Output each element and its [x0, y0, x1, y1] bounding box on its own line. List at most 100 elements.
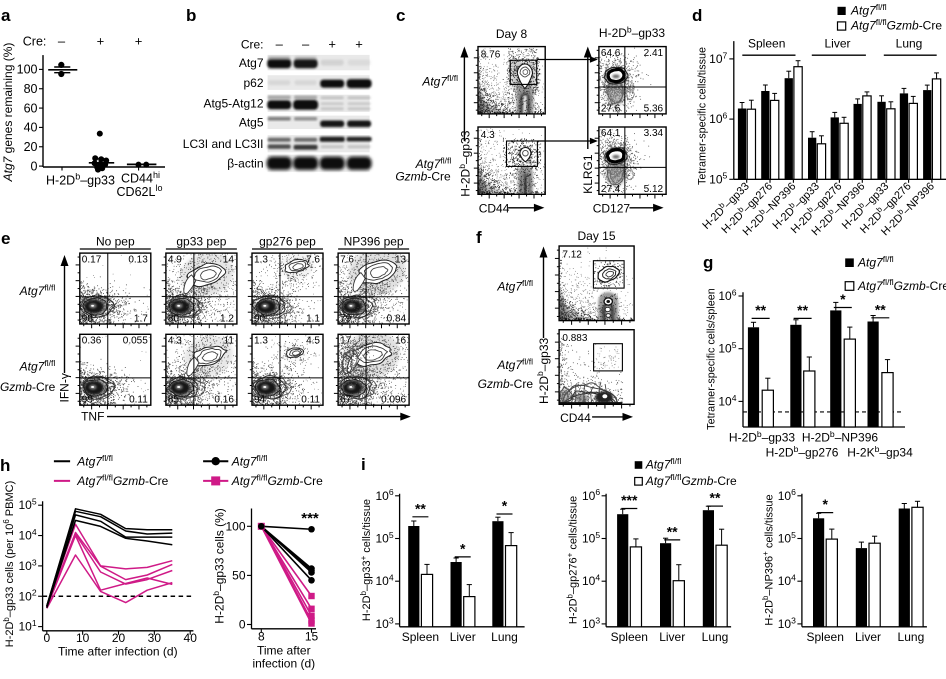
- svg-text:**: **: [875, 301, 886, 317]
- svg-text:Atg7fl/flGzmb-Cre: Atg7fl/flGzmb-Cre: [231, 473, 323, 489]
- svg-text:**: **: [710, 490, 721, 506]
- svg-text:100: 100: [225, 519, 245, 533]
- svg-text:27.6: 27.6: [601, 103, 621, 114]
- svg-text:105: 105: [18, 497, 36, 513]
- svg-text:Liver: Liver: [450, 630, 476, 644]
- svg-text:67: 67: [340, 395, 352, 406]
- svg-text:H-2Db–gp33: H-2Db–gp33: [599, 24, 665, 40]
- svg-text:Day 8: Day 8: [496, 27, 528, 41]
- svg-text:Time after: Time after: [257, 644, 311, 658]
- svg-text:*: *: [840, 291, 846, 307]
- svg-text:Atg7fl/flGzmb-Cre: Atg7fl/flGzmb-Cre: [645, 472, 737, 488]
- svg-text:80: 80: [24, 82, 38, 96]
- svg-text:1.3: 1.3: [254, 254, 268, 265]
- svg-text:105: 105: [718, 340, 736, 356]
- svg-text:+: +: [328, 37, 336, 52]
- svg-text:infection (d): infection (d): [252, 657, 315, 671]
- svg-text:1.7: 1.7: [134, 314, 148, 325]
- svg-text:Atg7: Atg7: [239, 56, 264, 70]
- svg-text:17: 17: [340, 336, 352, 347]
- svg-text:106: 106: [375, 487, 393, 503]
- svg-text:Spleen: Spleen: [807, 630, 844, 644]
- svg-text:0.16: 0.16: [214, 395, 234, 406]
- svg-text:**: **: [415, 500, 426, 516]
- svg-text:CD44: CD44: [560, 411, 591, 425]
- svg-text:**: **: [797, 302, 808, 318]
- svg-text:p62: p62: [243, 76, 263, 90]
- svg-text:Liver: Liver: [855, 630, 881, 644]
- svg-text:Atg7fl/fl: Atg7fl/fl: [496, 278, 533, 294]
- svg-text:–: –: [302, 37, 310, 52]
- svg-text:103: 103: [375, 615, 393, 631]
- svg-text:106: 106: [778, 487, 796, 503]
- svg-text:d: d: [692, 6, 702, 25]
- svg-text:101: 101: [18, 618, 36, 634]
- svg-text:Atg7fl/fl: Atg7fl/fl: [850, 2, 887, 18]
- svg-text:Liver: Liver: [824, 36, 850, 50]
- svg-text:i: i: [361, 455, 366, 474]
- svg-text:99: 99: [82, 395, 94, 406]
- svg-text:Lung: Lung: [491, 630, 518, 644]
- svg-text:CD44: CD44: [479, 202, 510, 216]
- svg-text:15: 15: [305, 630, 319, 644]
- svg-text:H-2Db–gp33: H-2Db–gp33: [457, 130, 473, 196]
- svg-text:7.6: 7.6: [340, 254, 354, 265]
- svg-text:Spleen: Spleen: [748, 36, 785, 50]
- svg-text:H-2Db–NP396: H-2Db–NP396: [802, 429, 878, 445]
- svg-text:105: 105: [778, 530, 796, 546]
- svg-text:13: 13: [395, 254, 407, 265]
- svg-text:***: ***: [301, 510, 319, 527]
- svg-text:0: 0: [31, 159, 38, 173]
- svg-text:107: 107: [709, 50, 727, 66]
- svg-text:16: 16: [395, 336, 407, 347]
- svg-text:3.34: 3.34: [644, 128, 664, 139]
- svg-text:H-2Kb–gp34: H-2Kb–gp34: [847, 444, 913, 460]
- svg-text:+: +: [135, 34, 143, 49]
- svg-text:Atg7fl/flGzmb-Cre: Atg7fl/flGzmb-Cre: [850, 17, 942, 33]
- svg-text:Atg5: Atg5: [239, 116, 264, 130]
- svg-text:*: *: [502, 498, 508, 514]
- svg-text:64.1: 64.1: [601, 128, 621, 139]
- svg-text:103: 103: [778, 615, 796, 631]
- svg-text:79: 79: [340, 314, 352, 325]
- svg-text:Liver: Liver: [659, 630, 685, 644]
- svg-text:14: 14: [223, 254, 235, 265]
- svg-text:Cre:: Cre:: [241, 38, 264, 52]
- svg-text:H-2Db–gp276+ cells/tissue: H-2Db–gp276+ cells/tissue: [565, 496, 579, 624]
- svg-text:No pep: No pep: [96, 235, 135, 249]
- svg-text:0.17: 0.17: [82, 254, 102, 265]
- svg-text:Time after infection (d): Time after infection (d): [58, 645, 178, 659]
- svg-text:103: 103: [18, 557, 36, 573]
- svg-text:Atg7fl/fl: Atg7fl/fl: [496, 357, 533, 373]
- svg-text:Lung: Lung: [898, 630, 925, 644]
- svg-text:2.41: 2.41: [644, 48, 664, 59]
- svg-text:Atg7fl/fl: Atg7fl/fl: [415, 155, 452, 171]
- svg-text:106: 106: [582, 487, 600, 503]
- svg-text:4.5: 4.5: [306, 336, 320, 347]
- svg-text:80: 80: [168, 314, 180, 325]
- svg-text:102: 102: [18, 588, 36, 604]
- svg-text:CD62Llo: CD62Llo: [117, 183, 163, 199]
- svg-text:h: h: [0, 456, 10, 475]
- svg-text:5.12: 5.12: [644, 184, 664, 195]
- svg-text:20: 20: [24, 140, 38, 154]
- svg-text:**: **: [667, 523, 678, 539]
- svg-text:105: 105: [375, 530, 393, 546]
- svg-text:4.3: 4.3: [481, 130, 495, 141]
- svg-text:1.1: 1.1: [306, 314, 320, 325]
- svg-text:H-2Db–gp33: H-2Db–gp33: [46, 172, 115, 188]
- svg-text:50: 50: [232, 568, 246, 582]
- svg-text:85: 85: [168, 395, 180, 406]
- svg-text:NP396 pep: NP396 pep: [344, 235, 404, 249]
- svg-text:IFN-γ: IFN-γ: [58, 373, 72, 402]
- svg-text:0.11: 0.11: [301, 395, 320, 406]
- svg-text:Lung: Lung: [896, 36, 923, 50]
- svg-text:103: 103: [582, 615, 600, 631]
- svg-text:0.36: 0.36: [82, 336, 102, 347]
- svg-text:0.84: 0.84: [387, 314, 407, 325]
- svg-text:106: 106: [718, 287, 736, 303]
- svg-text:H-2Db–gp33 cells (%): H-2Db–gp33 cells (%): [211, 508, 227, 624]
- svg-text:+: +: [97, 34, 105, 49]
- svg-text:f: f: [476, 228, 482, 247]
- svg-text:0: 0: [239, 618, 246, 632]
